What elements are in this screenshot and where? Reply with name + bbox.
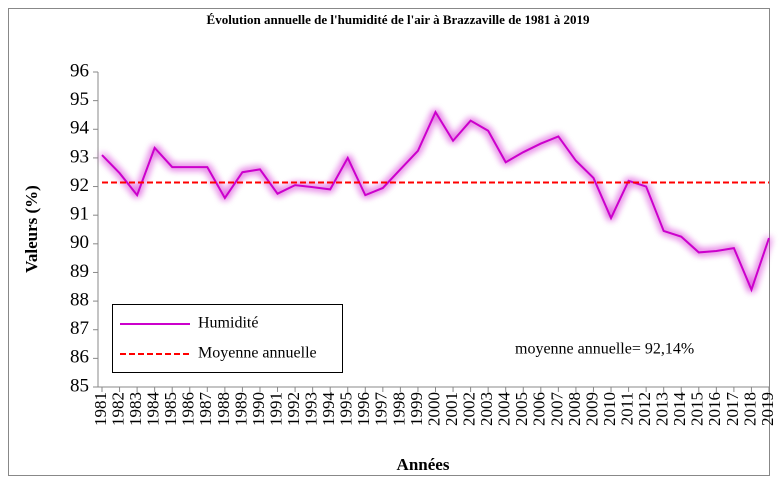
x-tick-label: 2002 bbox=[460, 392, 479, 426]
y-tick-label: 90 bbox=[70, 232, 89, 253]
x-tick-label: 2008 bbox=[565, 392, 584, 426]
y-tick-label: 87 bbox=[70, 318, 89, 339]
x-tick-label: 2016 bbox=[705, 392, 724, 426]
x-tick-label: 2003 bbox=[477, 392, 496, 426]
x-tick-label: 2019 bbox=[758, 392, 777, 426]
y-tick-label: 91 bbox=[70, 204, 89, 225]
x-tick-label: 2006 bbox=[530, 392, 549, 426]
x-tick-label: 1988 bbox=[214, 392, 233, 426]
x-tick-label: 1995 bbox=[337, 392, 356, 426]
y-tick-label: 95 bbox=[70, 89, 89, 110]
data-line bbox=[101, 109, 770, 293]
x-tick-label: 1996 bbox=[354, 392, 373, 426]
x-tick-label: 2015 bbox=[688, 392, 707, 426]
chart-title: Évolution annuelle de l'humidité de l'ai… bbox=[207, 12, 590, 27]
x-tick-label: 2012 bbox=[635, 392, 654, 426]
y-tick-label: 85 bbox=[70, 375, 89, 396]
x-tick-label: 1984 bbox=[144, 392, 163, 427]
chart-border bbox=[8, 8, 770, 476]
x-tick-label: 2017 bbox=[723, 392, 742, 427]
x-axis-label: Années bbox=[397, 455, 450, 474]
y-tick-label: 89 bbox=[70, 261, 89, 282]
y-tick-label: 94 bbox=[70, 118, 90, 139]
x-tick-label: 1986 bbox=[179, 392, 198, 426]
y-axis-label: Valeurs (%) bbox=[22, 185, 41, 273]
x-tick-label: 2004 bbox=[495, 392, 514, 427]
x-tick-label: 2000 bbox=[424, 392, 443, 426]
x-tick-label: 1985 bbox=[161, 392, 180, 426]
legend-box bbox=[112, 304, 343, 373]
x-tick-label: 1982 bbox=[108, 392, 127, 426]
x-tick-label: 2013 bbox=[653, 392, 672, 426]
x-tick-label: 1994 bbox=[319, 392, 338, 427]
legend-label: Moyenne annuelle bbox=[198, 345, 317, 362]
x-tick-label: 2010 bbox=[600, 392, 619, 426]
x-tick-label: 1992 bbox=[284, 392, 303, 426]
x-tick-label: 2007 bbox=[547, 392, 566, 427]
x-tick-label: 1987 bbox=[196, 392, 215, 427]
y-tick-label: 92 bbox=[70, 175, 89, 196]
x-tick-label: 1991 bbox=[266, 392, 285, 426]
x-tick-label: 2001 bbox=[442, 392, 461, 426]
x-tick-label: 2011 bbox=[617, 392, 636, 425]
y-tick-label: 93 bbox=[70, 146, 89, 167]
x-tick-label: 1989 bbox=[231, 392, 250, 426]
x-tick-label: 1998 bbox=[389, 392, 408, 426]
x-tick-label: 1983 bbox=[126, 392, 145, 426]
y-tick-label: 96 bbox=[70, 60, 89, 81]
x-tick-label: 1997 bbox=[372, 392, 391, 427]
x-tick-label: 1993 bbox=[302, 392, 321, 426]
x-tick-label: 2014 bbox=[670, 392, 689, 427]
y-tick-label: 86 bbox=[70, 347, 89, 368]
x-tick-label: 1981 bbox=[91, 392, 110, 426]
legend-label: Humidité bbox=[198, 315, 258, 332]
annotation: moyenne annuelle= 92,14% bbox=[515, 341, 694, 358]
x-tick-label: 2005 bbox=[512, 392, 531, 426]
x-tick-label: 1990 bbox=[249, 392, 268, 426]
x-tick-label: 2018 bbox=[740, 392, 759, 426]
x-tick-label: 1999 bbox=[407, 392, 426, 426]
y-tick-label: 88 bbox=[70, 289, 89, 310]
x-tick-label: 2009 bbox=[582, 392, 601, 426]
